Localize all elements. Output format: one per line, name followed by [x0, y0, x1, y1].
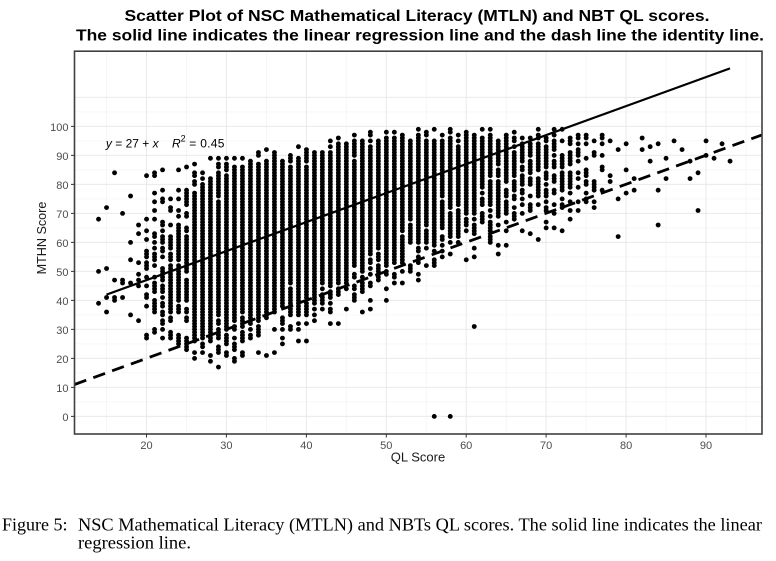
svg-text:MTHN Score: MTHN Score — [35, 202, 49, 275]
svg-text:20: 20 — [140, 440, 152, 452]
svg-text:Figure 5:: Figure 5: — [2, 515, 68, 535]
svg-text:30: 30 — [56, 325, 68, 337]
svg-text:Scatter Plot of NSC Mathematic: Scatter Plot of NSC Mathematical Literac… — [125, 8, 710, 25]
svg-text:40: 40 — [56, 296, 68, 308]
svg-text:NSC Mathematical Literacy (MTL: NSC Mathematical Literacy (MTLN) and NBT… — [78, 515, 762, 536]
svg-text:20: 20 — [56, 354, 68, 366]
svg-text:regression line.: regression line. — [78, 533, 191, 553]
svg-text:80: 80 — [620, 440, 632, 452]
svg-text:70: 70 — [540, 440, 552, 452]
svg-text:100: 100 — [50, 122, 68, 134]
svg-text:90: 90 — [56, 151, 68, 163]
svg-text:60: 60 — [460, 440, 472, 452]
svg-text:40: 40 — [300, 440, 312, 452]
svg-text:80: 80 — [56, 180, 68, 192]
svg-text:50: 50 — [56, 267, 68, 279]
svg-text:90: 90 — [700, 440, 712, 452]
svg-text:50: 50 — [380, 440, 392, 452]
svg-text:y = 27 + x R2 = 0.45: y = 27 + x R2 = 0.45 — [105, 134, 225, 151]
svg-text:The solid line indicates the l: The solid line indicates the linear regr… — [76, 28, 764, 45]
svg-text:0: 0 — [62, 412, 68, 424]
svg-text:30: 30 — [220, 440, 232, 452]
svg-text:70: 70 — [56, 209, 68, 221]
svg-text:QL Score: QL Score — [391, 450, 445, 465]
svg-text:10: 10 — [56, 383, 68, 395]
svg-text:60: 60 — [56, 238, 68, 250]
